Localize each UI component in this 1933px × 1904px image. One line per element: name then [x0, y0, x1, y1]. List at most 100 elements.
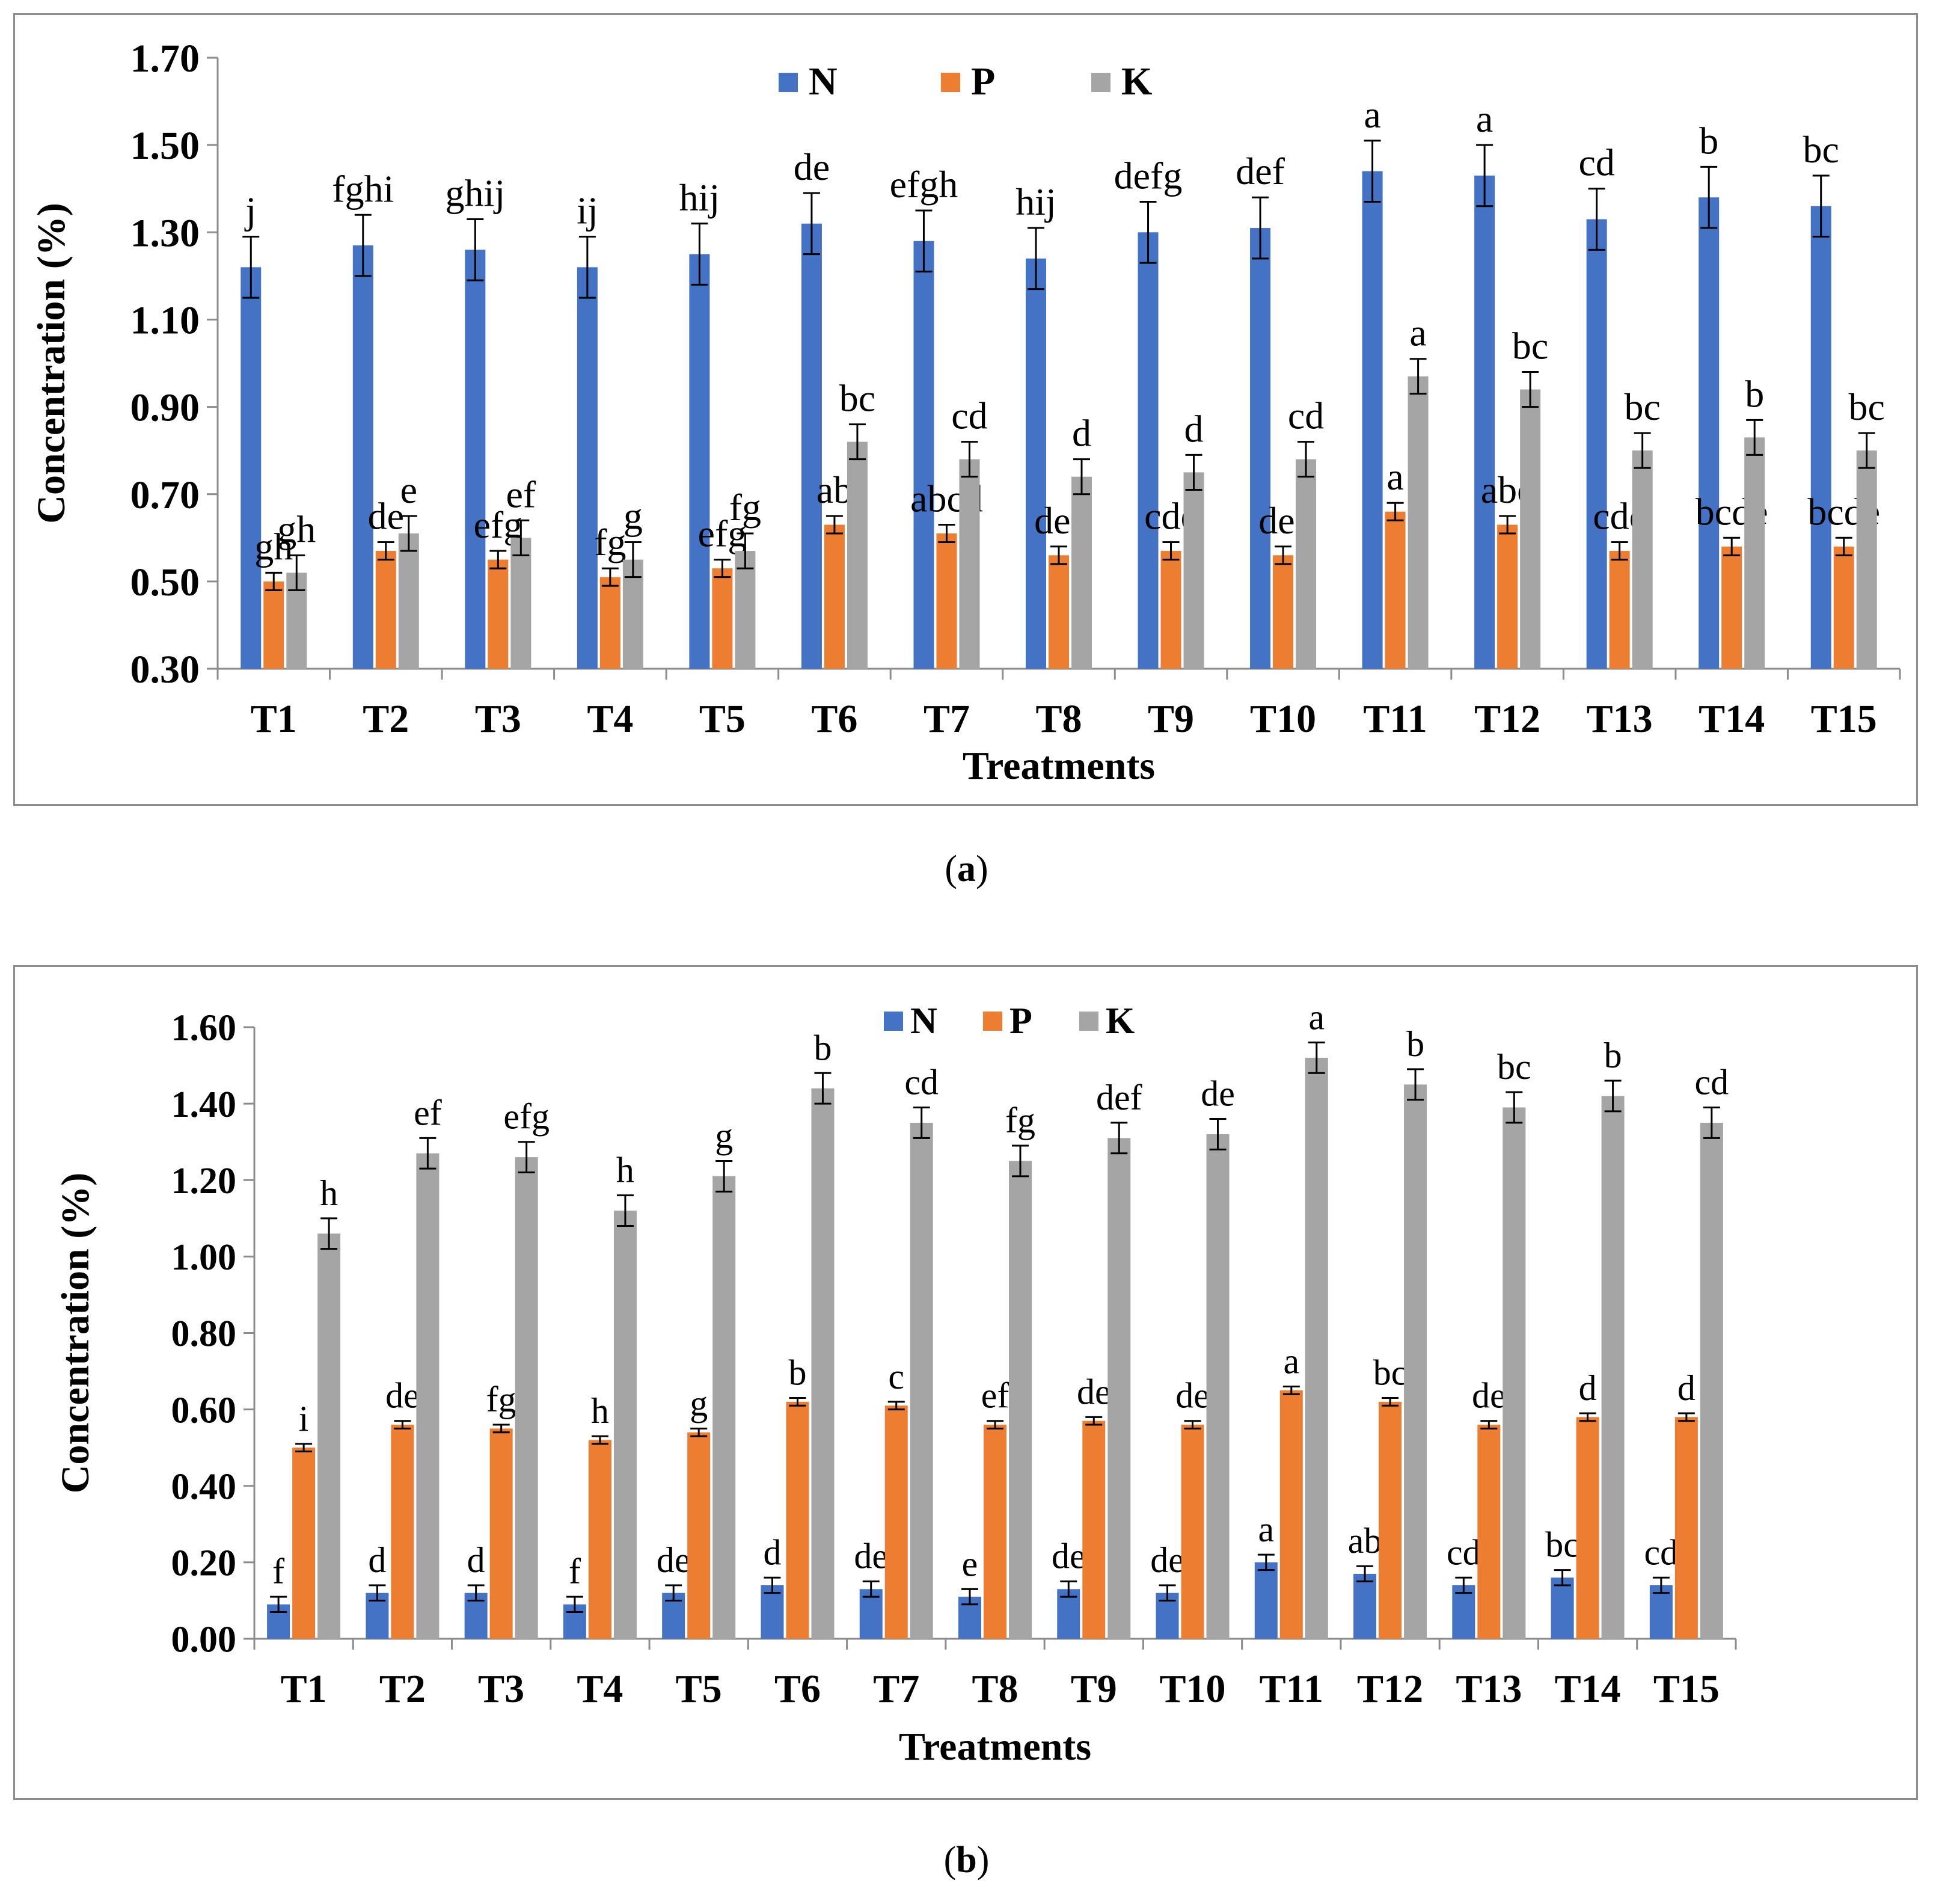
bar-P: [599, 577, 620, 669]
bar-P: [488, 559, 509, 669]
bar-P: [1379, 1401, 1402, 1639]
bar-K: [1700, 1122, 1723, 1639]
bar-P: [1609, 551, 1630, 669]
bar-P: [588, 1440, 611, 1639]
significance-letter: h: [616, 1150, 634, 1190]
significance-letter: de: [657, 1540, 691, 1580]
category-label: T5: [676, 1667, 722, 1711]
legend-swatch-N: [884, 1012, 903, 1031]
significance-letter: a: [1409, 312, 1426, 354]
significance-letter: d: [368, 1540, 386, 1580]
bar-N: [801, 223, 822, 669]
legend-swatch-P: [983, 1012, 1002, 1031]
significance-letter: a: [1476, 97, 1493, 140]
bar-P: [1576, 1417, 1599, 1639]
bar-N: [1353, 1573, 1377, 1639]
significance-letter: g: [623, 495, 643, 538]
significance-letter: cd: [951, 395, 987, 437]
significance-letter: j: [244, 189, 256, 232]
category-label: T4: [577, 1667, 623, 1711]
bar-P: [1833, 546, 1854, 669]
y-tick-label: 1.50: [130, 124, 200, 168]
category-label: T15: [1653, 1667, 1720, 1711]
category-label: T10: [1250, 697, 1316, 741]
y-axis-title: Concentration (%): [54, 1173, 97, 1493]
category-label: T1: [251, 697, 297, 741]
bar-K: [613, 1211, 637, 1639]
bar-N: [240, 267, 262, 669]
bar-K: [1503, 1107, 1526, 1639]
bar-P: [263, 581, 284, 669]
significance-letter: de: [1077, 1372, 1111, 1411]
significance-letter: d: [1579, 1368, 1597, 1408]
bar-K: [1856, 450, 1877, 669]
significance-letter: hij: [679, 176, 720, 219]
bar-K: [1408, 376, 1429, 669]
significance-letter: a: [1364, 93, 1380, 136]
y-tick-label: 1.40: [171, 1084, 237, 1125]
significance-letter: de: [368, 495, 404, 538]
significance-letter: i: [299, 1399, 309, 1439]
category-label: T8: [972, 1667, 1018, 1711]
bar-P: [292, 1448, 316, 1639]
category-label: T11: [1260, 1667, 1323, 1711]
bar-N: [577, 267, 598, 669]
bar-P: [1385, 511, 1406, 669]
category-label: T10: [1160, 1667, 1226, 1711]
significance-letter: a: [1386, 455, 1403, 498]
significance-letter: b: [1604, 1036, 1622, 1075]
category-label: T12: [1474, 697, 1540, 741]
significance-letter: ab: [1348, 1521, 1382, 1561]
bar-N: [1026, 258, 1046, 669]
bar-N: [689, 254, 710, 669]
significance-letter: bc: [1849, 385, 1885, 428]
significance-letter: def: [1236, 150, 1285, 192]
bar-K: [1520, 389, 1541, 669]
caption-a: (a): [945, 849, 988, 889]
bar-P: [824, 524, 845, 669]
legend-swatch-K: [1091, 73, 1110, 92]
significance-letter: f: [272, 1552, 284, 1591]
significance-letter: e: [400, 468, 417, 511]
significance-letter: ghij: [446, 172, 506, 215]
legend-label-P: P: [1009, 1001, 1032, 1042]
y-tick-label: 0.40: [171, 1466, 237, 1507]
chart-b: 0.00 0.20 0.40 0.60 0.80 1.00 1.20 1.40 1.60 T1 f i…: [54, 997, 1737, 1769]
bar-P: [1721, 546, 1742, 669]
significance-letter: hij: [1016, 180, 1056, 223]
category-label: T9: [1071, 1667, 1117, 1711]
significance-letter: b: [813, 1028, 832, 1067]
significance-letter: ij: [577, 189, 598, 232]
bar-P: [984, 1425, 1006, 1639]
bar-K: [959, 459, 980, 669]
significance-letter: bc: [1624, 385, 1660, 428]
significance-letter: e: [962, 1544, 978, 1583]
bar-N: [1699, 197, 1720, 669]
x-axis-title: Treatments: [963, 744, 1155, 788]
category-label: T2: [363, 697, 409, 741]
y-tick-label: 0.00: [171, 1620, 237, 1660]
significance-letter: bc: [1545, 1525, 1579, 1565]
bar-P: [884, 1405, 908, 1639]
significance-letter: efgh: [890, 163, 958, 206]
bar-K: [1206, 1134, 1230, 1639]
bar-N: [1138, 232, 1159, 669]
y-tick-label: 0.90: [130, 386, 200, 430]
bar-K: [1183, 472, 1204, 669]
significance-letter: de: [1175, 1376, 1210, 1416]
y-axis-title: Concentration (%): [29, 203, 73, 523]
significance-letter: cd: [1288, 395, 1324, 437]
significance-letter: de: [1052, 1537, 1086, 1576]
significance-letter: g: [715, 1116, 733, 1155]
significance-letter: b: [788, 1353, 806, 1393]
significance-letter: bc: [1373, 1353, 1408, 1393]
bar-P: [1049, 555, 1069, 669]
bar-K: [317, 1233, 341, 1639]
significance-letter: gh: [277, 508, 316, 550]
significance-letter: fghi: [332, 167, 394, 210]
bar-N: [1551, 1577, 1574, 1639]
significance-letter: cd: [904, 1062, 939, 1102]
category-label: T3: [475, 697, 521, 741]
significance-letter: a: [1258, 1509, 1274, 1549]
